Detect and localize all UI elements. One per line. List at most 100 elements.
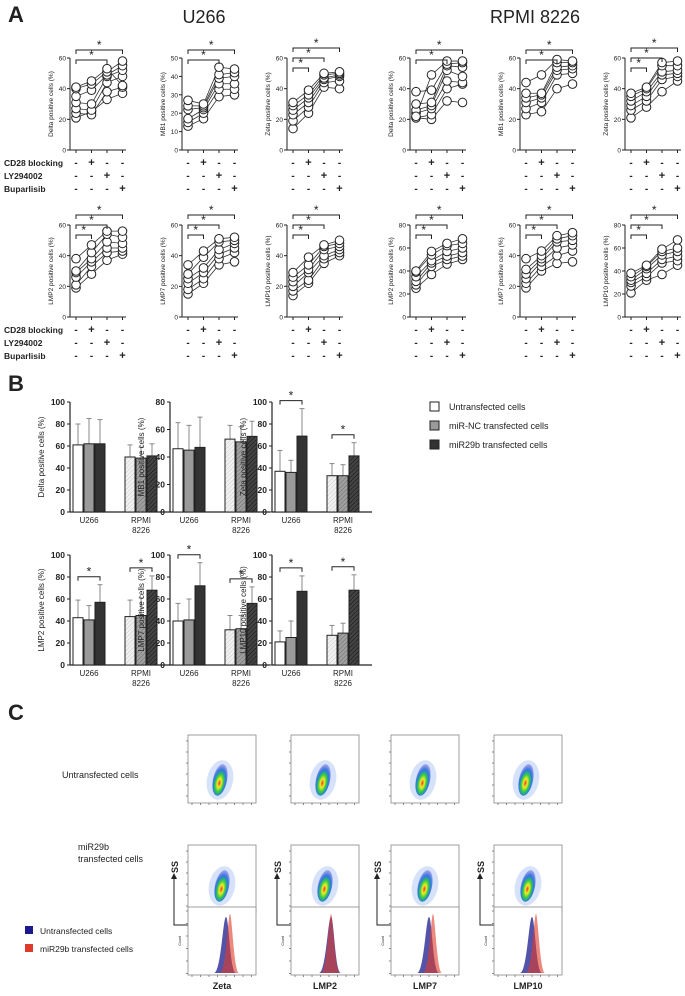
y-tick-label: 60 <box>509 223 517 230</box>
y-tick-label: 100 <box>51 550 65 560</box>
treatment-sign: - <box>307 351 310 362</box>
y-tick-label: 20 <box>171 111 179 118</box>
y-tick-label: 60 <box>56 441 66 451</box>
density-plot <box>289 844 360 915</box>
treatment-sign: - <box>676 171 679 182</box>
y-axis-label: Delta positive cells (%) <box>48 71 55 137</box>
significance-bracket <box>292 47 340 52</box>
treatment-sign: + <box>231 350 237 362</box>
sample-line <box>187 83 235 120</box>
y-tick-label: 80 <box>614 223 622 230</box>
treatment-sign: + <box>321 337 327 349</box>
bar <box>326 634 338 666</box>
treatment-sign: - <box>540 351 543 362</box>
data-point <box>457 71 468 82</box>
y-tick-label: 20 <box>614 117 622 124</box>
y-tick-label: 10 <box>171 129 179 136</box>
y-axis-label: MB1 positive cells (%) <box>498 72 505 136</box>
sample-line <box>75 253 123 289</box>
significance-bracket <box>331 566 355 571</box>
data-point <box>567 227 578 238</box>
y-tick-label: 80 <box>399 223 407 230</box>
arrow-head-up-icon <box>477 873 483 879</box>
y-axis-label: LMP10 positive cells (%) <box>239 566 248 654</box>
y-tick-label: 40 <box>258 463 268 473</box>
treatment-sign: - <box>445 184 448 195</box>
sample-line <box>415 65 463 105</box>
treatment-sign: - <box>445 158 448 169</box>
sample-line <box>292 249 340 287</box>
treatment-label: CD28 blocking <box>4 325 63 335</box>
significance-star: * <box>531 223 536 237</box>
bar <box>83 619 95 666</box>
significance-star: * <box>547 38 552 52</box>
treatment-label: Buparlisib <box>4 184 46 194</box>
sample-line <box>415 83 463 119</box>
data-point <box>86 240 97 250</box>
data-point <box>536 70 547 80</box>
data-point <box>288 267 298 278</box>
header-u266: U266 <box>182 7 225 27</box>
data-point <box>641 260 652 271</box>
histogram-mir29b <box>220 914 239 973</box>
treatment-sign: - <box>571 325 574 336</box>
y-tick-label: 60 <box>399 56 407 63</box>
sample-line <box>75 230 123 260</box>
y-tick-label: 60 <box>59 223 67 230</box>
sample-line <box>187 66 235 105</box>
y-axis-label: LMP10 positive cells (%) <box>603 235 610 306</box>
histogram-mir29b <box>321 914 340 973</box>
treatment-sign: + <box>119 350 125 362</box>
data-point <box>442 76 452 86</box>
sample-line <box>630 264 678 294</box>
bar-chart: 0 20 40 60 80 100 LMP2 positive cells (%) U266 *… <box>37 550 170 688</box>
treatment-sign: + <box>216 170 222 182</box>
treatment-sign: - <box>307 338 310 349</box>
histogram-mir29b <box>423 914 442 973</box>
sample-line <box>75 92 123 119</box>
y-tick-label: 60 <box>614 56 622 63</box>
panel-label-a: A <box>8 2 24 27</box>
bar <box>274 641 286 666</box>
treatment-sign: - <box>629 325 632 336</box>
data-point <box>411 111 421 122</box>
y-axis-label: LMP2 positive cells (%) <box>48 237 55 305</box>
data-point <box>71 266 81 276</box>
y-tick-label: 40 <box>56 616 66 626</box>
treatment-sign: - <box>186 184 189 195</box>
treatment-sign: - <box>338 325 341 336</box>
treatment-sign: - <box>74 171 77 182</box>
bar <box>146 455 158 513</box>
significance-bracket <box>331 434 355 439</box>
sample-line <box>415 259 463 289</box>
density-plot <box>492 734 563 805</box>
density-plot <box>389 844 460 915</box>
treatment-sign: - <box>186 171 189 182</box>
treatment-sign: - <box>414 338 417 349</box>
treatment-sign: - <box>540 171 543 182</box>
sample-line <box>292 252 340 292</box>
bar <box>72 617 84 666</box>
treatment-sign: - <box>74 351 77 362</box>
treatment-sign: - <box>186 338 189 349</box>
x-tick-label: RPMI <box>333 516 353 525</box>
treatment-sign: - <box>430 171 433 182</box>
treatment-sign: - <box>445 325 448 336</box>
legend-label: Untransfected cells <box>40 926 112 936</box>
treatment-sign: - <box>217 184 220 195</box>
significance-star: * <box>87 565 92 579</box>
data-point <box>521 77 531 88</box>
treatment-sign: - <box>629 158 632 169</box>
treatment-sign: - <box>121 158 124 169</box>
sample-line <box>187 236 235 266</box>
significance-bracket <box>525 224 558 229</box>
bar <box>224 629 236 666</box>
density-cloud <box>212 764 228 796</box>
sample-line <box>187 247 235 284</box>
histogram: Count <box>484 906 563 977</box>
